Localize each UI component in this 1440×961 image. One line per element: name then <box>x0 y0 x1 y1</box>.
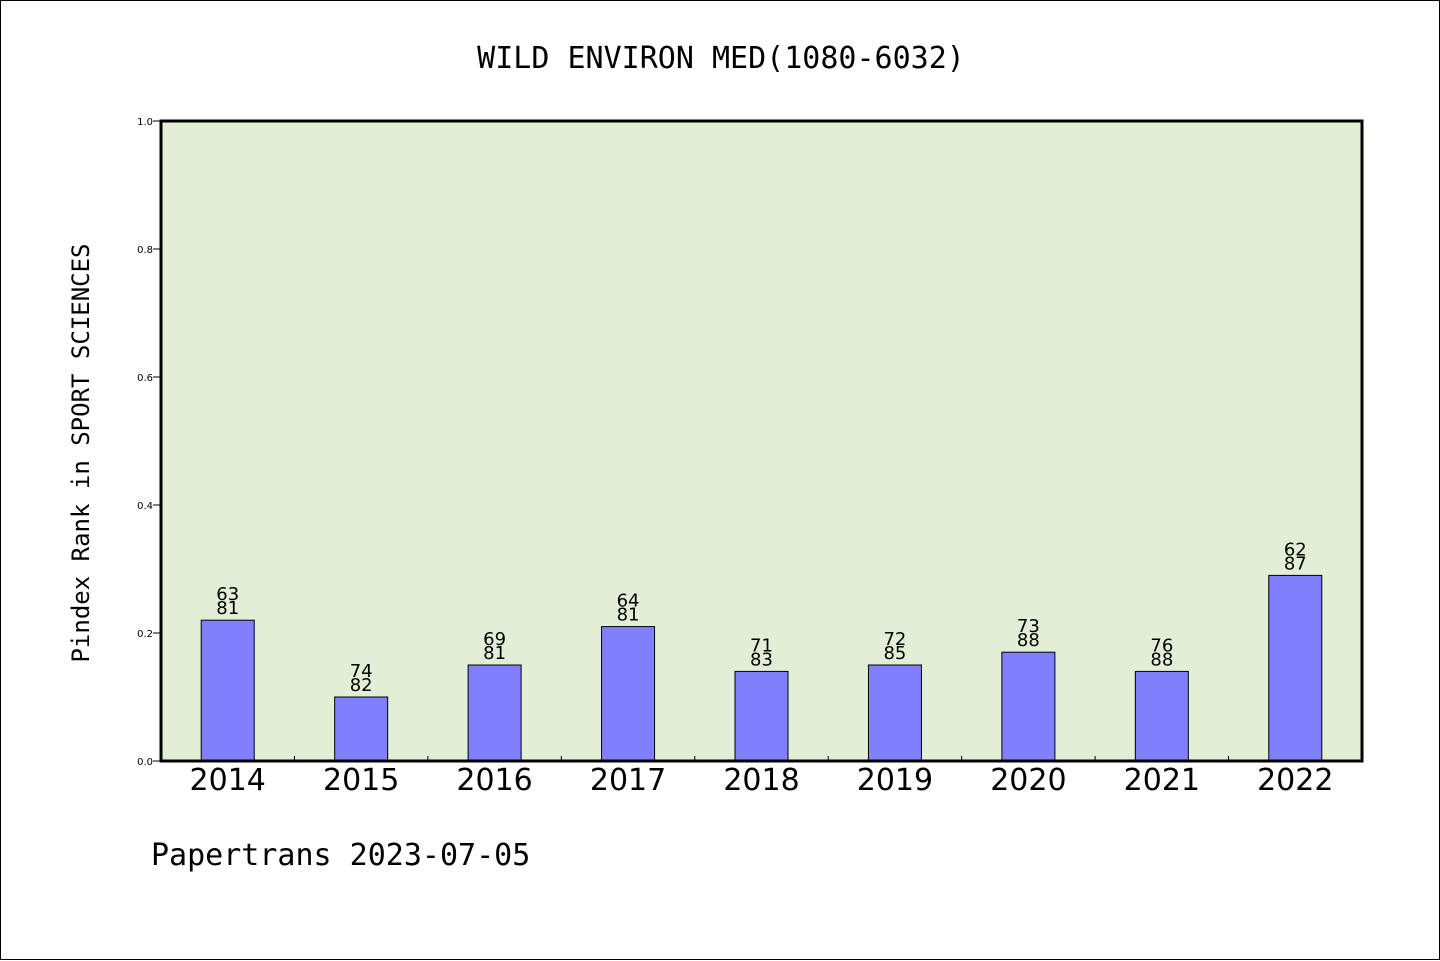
y-tick-label: 0.8 <box>137 245 153 256</box>
bar-label: 76 <box>1150 635 1173 656</box>
bar-2020 <box>1001 651 1056 762</box>
bar-2016 <box>467 664 522 762</box>
bar-label: 87 <box>1284 553 1307 574</box>
bar-label: 73 <box>1017 616 1040 637</box>
y-axis-label: Pindex Rank in SPORT SCIENCES <box>67 243 95 662</box>
bar-2014 <box>200 619 255 762</box>
y-tick-label: 1.0 <box>137 117 153 128</box>
bar-label: 64 <box>617 591 640 612</box>
x-tick-label: 2022 <box>1257 763 1333 798</box>
y-axis-ticks: 0.0 0.2 0.4 0.6 0.8 1.0 <box>137 117 161 768</box>
bar-2015 <box>334 696 389 762</box>
bar-label: 88 <box>1017 630 1040 651</box>
bar-label: 71 <box>750 635 773 656</box>
y-tick-label: 0.0 <box>137 757 153 768</box>
chart-title: WILD ENVIRON MED(1080-6032) <box>477 41 965 76</box>
plot-area <box>161 121 1362 761</box>
x-tick-label: 2016 <box>456 763 532 798</box>
x-tick-label: 2018 <box>723 763 799 798</box>
bar-2022 <box>1268 574 1323 762</box>
x-tick-label: 2015 <box>323 763 399 798</box>
footer-credit: Papertrans 2023-07-05 <box>151 838 530 873</box>
bar-label: 69 <box>483 629 506 650</box>
bar-label: 83 <box>750 649 773 670</box>
plot-frame <box>159 119 1364 763</box>
y-tick-label: 0.4 <box>137 501 153 512</box>
bar-label: 85 <box>883 643 906 664</box>
x-axis-ticks: 2014 2015 2016 2017 2018 2019 2020 2021 2022 <box>190 756 1333 798</box>
x-tick-label: 2020 <box>990 763 1066 798</box>
bars-group <box>200 574 1323 762</box>
bar-label: 81 <box>483 643 506 664</box>
bar-label: 72 <box>883 629 906 650</box>
y-tick-label: 0.2 <box>137 629 153 640</box>
bar-label: 62 <box>1284 539 1307 560</box>
bar-label: 81 <box>216 598 239 619</box>
x-tick-label: 2019 <box>857 763 933 798</box>
y-tick-label: 0.6 <box>137 373 153 384</box>
x-tick-label: 2017 <box>590 763 666 798</box>
bar-label: 88 <box>1150 649 1173 670</box>
x-tick-label: 2014 <box>190 763 266 798</box>
x-tick-label: 2021 <box>1124 763 1200 798</box>
bar-label: 81 <box>617 605 640 626</box>
bar-label: 63 <box>216 584 239 605</box>
bar-2017 <box>601 626 656 762</box>
bar-2021 <box>1134 670 1189 762</box>
bar-label: 82 <box>350 675 373 696</box>
bar-2019 <box>867 664 922 762</box>
bar-label: 74 <box>350 661 373 682</box>
bar-2018 <box>734 670 789 762</box>
